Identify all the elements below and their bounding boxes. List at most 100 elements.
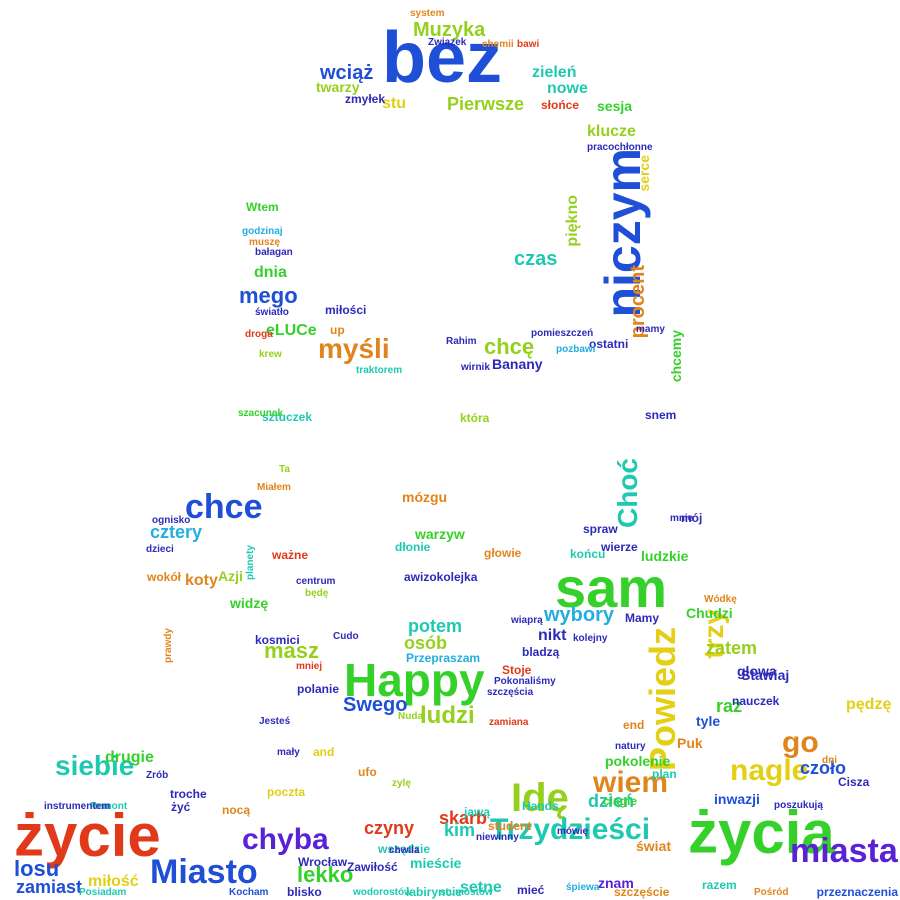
cloud-word: zatem: [706, 638, 758, 658]
cloud-word: raz: [716, 696, 743, 716]
cloud-word: poszukują: [774, 800, 823, 811]
cloud-word: która: [460, 411, 490, 425]
cloud-word: troche: [170, 787, 207, 801]
cloud-word: centrum: [296, 576, 336, 587]
cloud-word: Powiedz: [642, 627, 683, 772]
cloud-word: Stoje: [502, 663, 532, 677]
cloud-word: chcę: [484, 334, 535, 359]
cloud-word: droga: [245, 329, 273, 340]
cloud-word: mego: [239, 283, 298, 308]
cloud-word: nauczek: [732, 694, 780, 708]
cloud-word: Rahim: [446, 336, 477, 347]
cloud-word: labiryncie: [406, 885, 463, 899]
cloud-word: serce: [636, 155, 652, 192]
cloud-word: warzyw: [415, 526, 465, 542]
cloud-word: Muzyka: [413, 19, 486, 41]
cloud-word: eLUCe: [266, 322, 317, 339]
cloud-word: Zawiłość: [347, 860, 398, 874]
cloud-word: zieleń: [532, 64, 577, 81]
cloud-word: siebie: [55, 750, 135, 781]
cloud-word: Pośród: [754, 887, 789, 898]
cloud-word: myśli: [318, 333, 390, 364]
cloud-word: chce: [185, 488, 263, 526]
cloud-word: dzień: [588, 791, 635, 811]
cloud-word: pozbawi: [556, 344, 596, 355]
cloud-word: osób: [404, 633, 447, 653]
cloud-word: czyny: [364, 818, 415, 838]
cloud-word: chcemy: [668, 330, 684, 383]
cloud-word: życie: [14, 802, 161, 869]
cloud-word: sesja: [597, 98, 633, 114]
cloud-word: Ta: [279, 464, 290, 475]
cloud-word: dni: [822, 755, 837, 766]
cloud-word: pokolenie: [605, 753, 671, 769]
cloud-word: dzieci: [146, 544, 174, 555]
cloud-word: and: [313, 745, 335, 759]
cloud-word: piękno: [564, 195, 581, 247]
cloud-word: ludzi: [420, 702, 475, 729]
cloud-word: sam: [555, 556, 668, 619]
cloud-word: Zrób: [146, 770, 169, 781]
cloud-word: mnie: [670, 513, 694, 524]
cloud-word: Puk: [677, 735, 703, 751]
cloud-word: śpiewa: [566, 882, 600, 893]
cloud-word: poczta: [267, 785, 306, 799]
cloud-word: cztery: [150, 522, 203, 542]
cloud-word: klucze: [587, 123, 636, 140]
cloud-word: żyć: [171, 800, 191, 814]
cloud-word: Hands: [522, 799, 559, 813]
cloud-word: wodorostów: [353, 887, 412, 898]
cloud-word: chwila: [389, 845, 420, 856]
cloud-word: wierze: [601, 540, 638, 554]
cloud-word: Choć: [612, 458, 643, 528]
cloud-word: chyba: [242, 823, 329, 856]
cloud-word: twarzy: [316, 79, 360, 95]
cloud-word: zamiast: [16, 877, 83, 897]
cloud-word: lekko: [297, 862, 354, 887]
cloud-word: zylę: [392, 778, 411, 789]
cloud-word: prawdy: [163, 628, 174, 664]
cloud-word: natury: [615, 741, 646, 752]
cloud-word: widzę: [230, 595, 269, 611]
cloud-word: światło: [255, 307, 289, 318]
cloud-word: mieć: [517, 883, 545, 897]
cloud-word: losu: [14, 856, 60, 881]
cloud-word: świat: [636, 838, 672, 854]
cloud-word: Idę: [511, 776, 569, 820]
cloud-word: Cudo: [333, 631, 359, 642]
cloud-word: blisko: [287, 885, 322, 899]
cloud-word: chemii: [482, 39, 514, 50]
cloud-word: pędzę: [846, 696, 892, 713]
cloud-word: bladzą: [522, 645, 560, 659]
cloud-word: szczęście: [614, 885, 670, 899]
cloud-word: kim: [444, 820, 476, 840]
cloud-word: system: [410, 8, 445, 19]
cloud-word: stu: [382, 95, 406, 112]
cloud-word: miłość: [88, 873, 139, 890]
cloud-word: jawą: [464, 805, 491, 819]
cloud-word: mamy: [636, 324, 665, 335]
cloud-word: bez: [382, 18, 503, 98]
cloud-word: życia: [688, 799, 835, 866]
cloud-word: traktorem: [356, 365, 403, 376]
cloud-word: wciąż: [320, 62, 374, 84]
cloud-word: zmyłek: [345, 92, 386, 106]
cloud-word: polanie: [297, 682, 340, 696]
cloud-word: ludzkie: [641, 548, 689, 564]
cloud-word: Wrocław: [298, 855, 348, 869]
cloud-word: Jesteś: [259, 716, 291, 727]
cloud-word: szczęścia: [487, 687, 534, 698]
cloud-word: dnia: [254, 264, 287, 281]
cloud-word: Nuda: [398, 711, 423, 722]
cloud-word: mały: [277, 747, 300, 758]
cloud-word: plan: [652, 767, 677, 781]
cloud-word: nowe: [547, 80, 588, 97]
cloud-word: razem: [702, 878, 737, 892]
cloud-word: instrumentem: [44, 801, 111, 812]
cloud-word: Miałem: [257, 482, 291, 493]
cloud-word: Banany: [492, 356, 543, 372]
cloud-word: słońce: [541, 98, 580, 112]
cloud-word: ostatni: [589, 337, 629, 351]
cloud-word: czas: [514, 248, 558, 270]
